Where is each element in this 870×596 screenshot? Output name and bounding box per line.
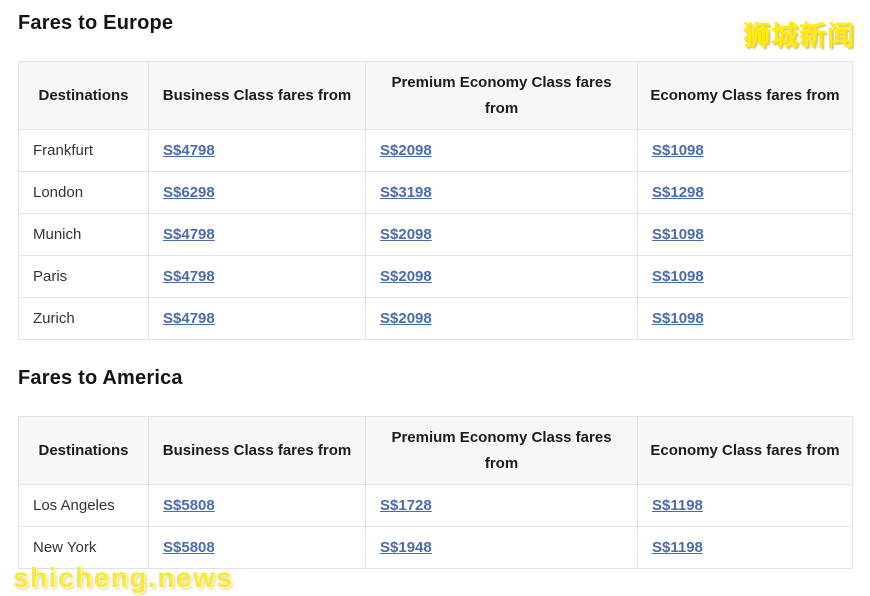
fare-link[interactable]: S$1098 xyxy=(652,226,704,243)
fare-sections: Fares to Europe Destinations Business Clas… xyxy=(18,12,853,569)
destination-cell: Zurich xyxy=(18,297,149,340)
table-row: Frankfurt S$4798 S$2098 S$1098 xyxy=(18,129,853,172)
header-row: Destinations Business Class fares from Pre… xyxy=(18,61,853,130)
premium-economy-fare-cell: S$2098 xyxy=(365,213,638,256)
column-header: Economy Class fares from xyxy=(637,416,853,485)
destination-cell: London xyxy=(18,171,149,214)
fare-link[interactable]: S$4798 xyxy=(163,310,215,327)
fare-link[interactable]: S$3198 xyxy=(380,184,432,201)
table-row: New York S$5808 S$1948 S$1198 xyxy=(18,526,853,569)
fare-link[interactable]: S$1948 xyxy=(380,539,432,556)
column-header: Destinations xyxy=(18,416,149,485)
economy-fare-cell: S$1198 xyxy=(637,526,853,569)
column-header: Destinations xyxy=(18,61,149,130)
economy-fare-cell: S$1198 xyxy=(637,484,853,527)
economy-fare-cell: S$1098 xyxy=(637,129,853,172)
fare-link[interactable]: S$1098 xyxy=(652,310,704,327)
fare-link[interactable]: S$2098 xyxy=(380,310,432,327)
economy-fare-cell: S$1098 xyxy=(637,297,853,340)
fare-link[interactable]: S$1728 xyxy=(380,497,432,514)
premium-economy-fare-cell: S$2098 xyxy=(365,129,638,172)
destination-cell: Munich xyxy=(18,213,149,256)
fare-link[interactable]: S$4798 xyxy=(163,226,215,243)
economy-fare-cell: S$1098 xyxy=(637,213,853,256)
fare-link[interactable]: S$1298 xyxy=(652,184,704,201)
premium-economy-fare-cell: S$2098 xyxy=(365,297,638,340)
column-header: Premium Economy Class fares from xyxy=(365,416,638,485)
economy-fare-cell: S$1098 xyxy=(637,255,853,298)
table-row: Los Angeles S$5808 S$1728 S$1198 xyxy=(18,484,853,527)
section-title: Fares to Europe xyxy=(18,12,174,34)
business-fare-cell: S$4798 xyxy=(148,297,366,340)
fare-link[interactable]: S$4798 xyxy=(163,142,215,159)
destination-cell: Paris xyxy=(18,255,149,298)
premium-economy-fare-cell: S$3198 xyxy=(365,171,638,214)
business-fare-cell: S$4798 xyxy=(148,129,366,172)
fare-link[interactable]: S$1098 xyxy=(652,142,704,159)
business-fare-cell: S$6298 xyxy=(148,171,366,214)
fare-link[interactable]: S$5808 xyxy=(163,539,215,556)
section-title: Fares to America xyxy=(18,367,183,389)
fare-link[interactable]: S$5808 xyxy=(163,497,215,514)
premium-economy-fare-cell: S$2098 xyxy=(365,255,638,298)
watermark-site-logo: 狮城新闻 xyxy=(743,21,855,51)
fare-link[interactable]: S$1198 xyxy=(652,497,703,514)
article-content: Fares to Europe Destinations Business Clas… xyxy=(18,12,853,569)
business-fare-cell: S$4798 xyxy=(148,213,366,256)
fare-link[interactable]: S$2098 xyxy=(380,142,432,159)
fare-link[interactable]: S$2098 xyxy=(380,268,432,285)
fare-link[interactable]: S$6298 xyxy=(163,184,215,201)
fares-table: Destinations Business Class fares from Pre… xyxy=(18,416,853,569)
header-row: Destinations Business Class fares from Pre… xyxy=(18,416,853,485)
table-row: Paris S$4798 S$2098 S$1098 xyxy=(18,255,853,298)
destination-cell: Frankfurt xyxy=(18,129,149,172)
fare-link[interactable]: S$4798 xyxy=(163,268,215,285)
column-header: Business Class fares from xyxy=(148,61,366,130)
watermark-site-url: shicheng.news xyxy=(13,562,234,593)
table-row: Zurich S$4798 S$2098 S$1098 xyxy=(18,297,853,340)
table-row: Munich S$4798 S$2098 S$1098 xyxy=(18,213,853,256)
business-fare-cell: S$5808 xyxy=(148,484,366,527)
fares-table: Destinations Business Class fares from Pre… xyxy=(18,61,853,340)
business-fare-cell: S$4798 xyxy=(148,255,366,298)
fare-link[interactable]: S$2098 xyxy=(380,226,432,243)
fare-link[interactable]: S$1198 xyxy=(652,539,703,556)
column-header: Economy Class fares from xyxy=(637,61,853,130)
fare-link[interactable]: S$1098 xyxy=(652,268,704,285)
destination-cell: Los Angeles xyxy=(18,484,149,527)
column-header: Business Class fares from xyxy=(148,416,366,485)
column-header: Premium Economy Class fares from xyxy=(365,61,638,130)
premium-economy-fare-cell: S$1948 xyxy=(365,526,638,569)
economy-fare-cell: S$1298 xyxy=(637,171,853,214)
destination-cell: New York xyxy=(18,526,149,569)
premium-economy-fare-cell: S$1728 xyxy=(365,484,638,527)
table-row: London S$6298 S$3198 S$1298 xyxy=(18,171,853,214)
